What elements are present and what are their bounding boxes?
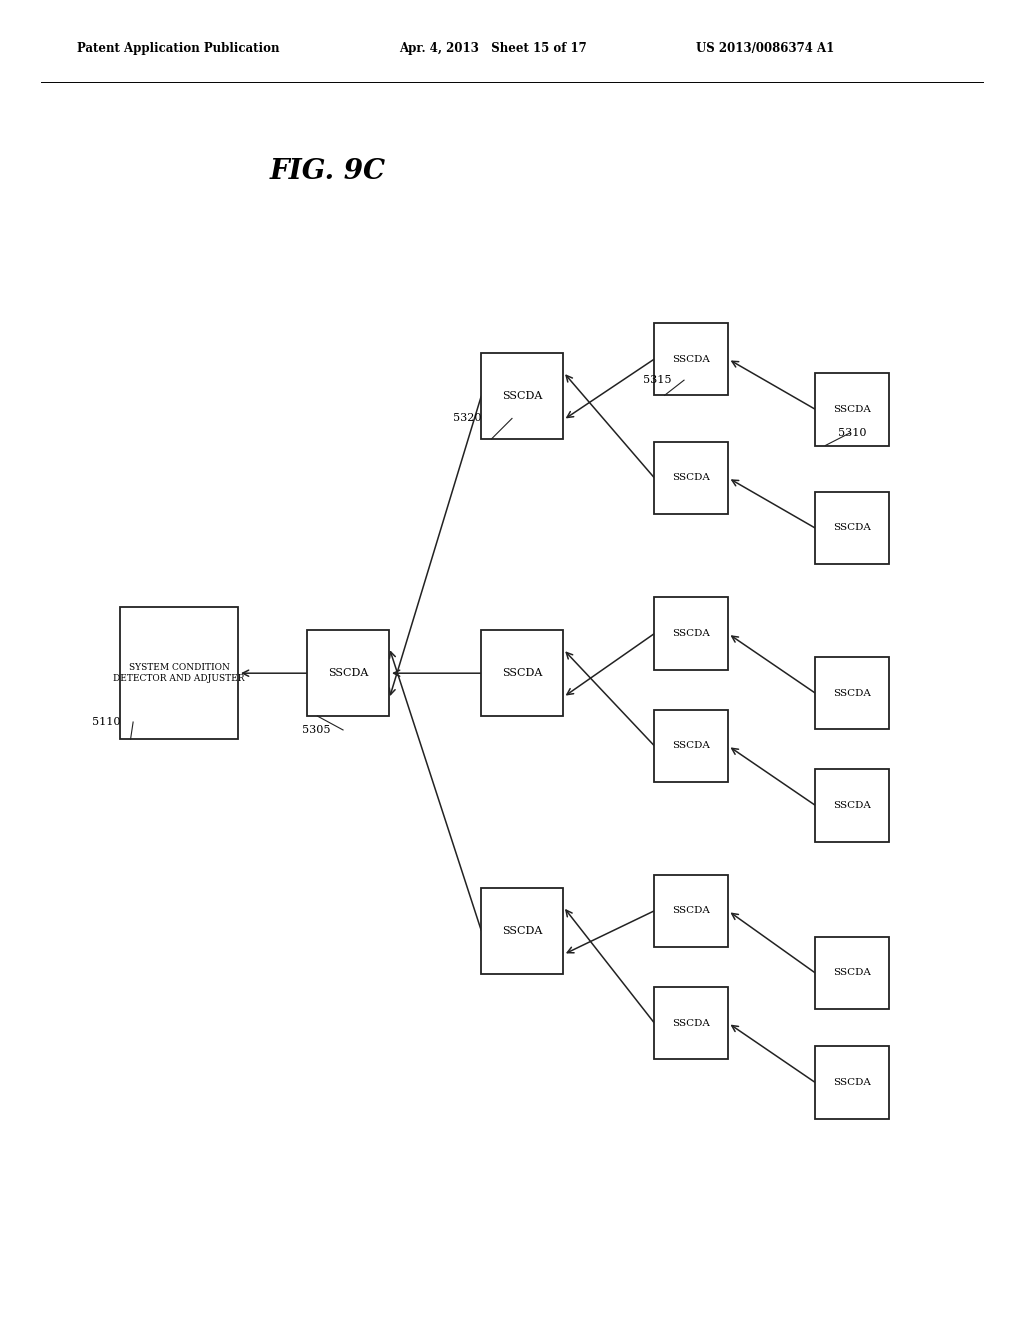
Bar <box>815 937 889 1008</box>
Bar <box>654 441 728 513</box>
Text: SSCDA: SSCDA <box>673 907 710 915</box>
Text: SSCDA: SSCDA <box>502 668 543 678</box>
Text: SSCDA: SSCDA <box>834 689 870 697</box>
Text: SSCDA: SSCDA <box>502 391 543 401</box>
Bar <box>815 657 889 729</box>
Text: SSCDA: SSCDA <box>834 524 870 532</box>
Bar <box>654 597 728 671</box>
Bar <box>654 710 728 781</box>
Bar <box>815 1045 889 1119</box>
Bar <box>654 323 728 396</box>
Text: SSCDA: SSCDA <box>673 1019 710 1027</box>
Bar <box>121 607 238 739</box>
Text: SSCDA: SSCDA <box>328 668 369 678</box>
Text: SSCDA: SSCDA <box>834 1078 870 1086</box>
Bar <box>815 491 889 565</box>
Text: SYSTEM CONDITION
DETECTOR AND ADJUSTER: SYSTEM CONDITION DETECTOR AND ADJUSTER <box>114 664 245 682</box>
Text: SSCDA: SSCDA <box>834 969 870 977</box>
Text: SSCDA: SSCDA <box>502 925 543 936</box>
Text: SSCDA: SSCDA <box>673 630 710 638</box>
Text: 5110: 5110 <box>92 717 121 727</box>
Text: 5320: 5320 <box>453 413 481 424</box>
Bar <box>654 987 728 1059</box>
Text: US 2013/0086374 A1: US 2013/0086374 A1 <box>696 42 835 55</box>
Text: SSCDA: SSCDA <box>673 474 710 482</box>
Text: FIG. 9C: FIG. 9C <box>269 158 386 185</box>
Text: SSCDA: SSCDA <box>834 801 870 809</box>
Bar <box>654 874 728 948</box>
Text: 5315: 5315 <box>643 375 672 385</box>
Text: 5310: 5310 <box>838 428 866 438</box>
Bar <box>307 631 389 715</box>
Text: Apr. 4, 2013   Sheet 15 of 17: Apr. 4, 2013 Sheet 15 of 17 <box>399 42 587 55</box>
Text: Patent Application Publication: Patent Application Publication <box>77 42 280 55</box>
Text: SSCDA: SSCDA <box>673 355 710 363</box>
Bar <box>815 372 889 446</box>
Text: SSCDA: SSCDA <box>834 405 870 413</box>
Bar <box>815 768 889 842</box>
Text: 5305: 5305 <box>302 725 331 735</box>
Bar <box>481 631 563 715</box>
Text: SSCDA: SSCDA <box>673 742 710 750</box>
Bar <box>481 888 563 974</box>
Bar <box>481 354 563 438</box>
